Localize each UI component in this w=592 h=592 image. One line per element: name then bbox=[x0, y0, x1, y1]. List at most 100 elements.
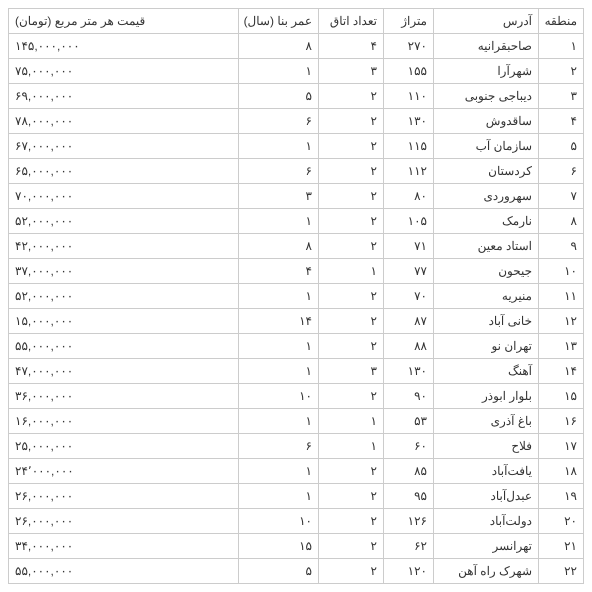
cell-region: ۲۲ bbox=[539, 559, 584, 584]
cell-address: شهرآرا bbox=[434, 59, 539, 84]
table-row: ۱۸یافت‌آباد۸۵۲۱۲۴٬۰۰۰,۰۰۰ bbox=[9, 459, 584, 484]
cell-rooms: ۱ bbox=[319, 409, 384, 434]
cell-area: ۱۳۰ bbox=[384, 359, 434, 384]
cell-price: ۲۵,۰۰۰,۰۰۰ bbox=[9, 434, 239, 459]
cell-address: استاد معین bbox=[434, 234, 539, 259]
cell-address: سازمان آب bbox=[434, 134, 539, 159]
table-row: ۱۶باغ آذری۵۳۱۱۱۶,۰۰۰,۰۰۰ bbox=[9, 409, 584, 434]
cell-price: ۲۶,۰۰۰,۰۰۰ bbox=[9, 509, 239, 534]
cell-age: ۱۴ bbox=[239, 309, 319, 334]
cell-region: ۱۵ bbox=[539, 384, 584, 409]
cell-region: ۴ bbox=[539, 109, 584, 134]
cell-price: ۵۲,۰۰۰,۰۰۰ bbox=[9, 209, 239, 234]
cell-rooms: ۲ bbox=[319, 109, 384, 134]
cell-address: تهرانسر bbox=[434, 534, 539, 559]
cell-region: ۱۳ bbox=[539, 334, 584, 359]
cell-area: ۷۱ bbox=[384, 234, 434, 259]
cell-age: ۸ bbox=[239, 234, 319, 259]
cell-rooms: ۲ bbox=[319, 234, 384, 259]
cell-price: ۲۴٬۰۰۰,۰۰۰ bbox=[9, 459, 239, 484]
cell-rooms: ۲ bbox=[319, 484, 384, 509]
cell-area: ۹۰ bbox=[384, 384, 434, 409]
cell-price: ۶۹,۰۰۰,۰۰۰ bbox=[9, 84, 239, 109]
table-row: ۱۴آهنگ۱۳۰۳۱۴۷,۰۰۰,۰۰۰ bbox=[9, 359, 584, 384]
cell-area: ۹۵ bbox=[384, 484, 434, 509]
cell-age: ۱ bbox=[239, 284, 319, 309]
table-row: ۶کردستان۱۱۲۲۶۶۵,۰۰۰,۰۰۰ bbox=[9, 159, 584, 184]
table-header: منطقه آدرس متراژ تعداد اتاق عمر بنا (سال… bbox=[9, 9, 584, 34]
table-row: ۳دیباجی جنوبی۱۱۰۲۵۶۹,۰۰۰,۰۰۰ bbox=[9, 84, 584, 109]
cell-rooms: ۲ bbox=[319, 559, 384, 584]
cell-age: ۱ bbox=[239, 484, 319, 509]
cell-region: ۱۴ bbox=[539, 359, 584, 384]
cell-rooms: ۳ bbox=[319, 359, 384, 384]
cell-price: ۱۶,۰۰۰,۰۰۰ bbox=[9, 409, 239, 434]
cell-age: ۵ bbox=[239, 559, 319, 584]
cell-region: ۸ bbox=[539, 209, 584, 234]
cell-region: ۲۱ bbox=[539, 534, 584, 559]
cell-price: ۲۶,۰۰۰,۰۰۰ bbox=[9, 484, 239, 509]
cell-region: ۱۹ bbox=[539, 484, 584, 509]
cell-age: ۱ bbox=[239, 359, 319, 384]
cell-price: ۳۷,۰۰۰,۰۰۰ bbox=[9, 259, 239, 284]
cell-age: ۱۵ bbox=[239, 534, 319, 559]
cell-area: ۸۵ bbox=[384, 459, 434, 484]
cell-price: ۵۵,۰۰۰,۰۰۰ bbox=[9, 334, 239, 359]
cell-region: ۷ bbox=[539, 184, 584, 209]
table-row: ۱۲خانی آباد۸۷۲۱۴۱۵,۰۰۰,۰۰۰ bbox=[9, 309, 584, 334]
cell-area: ۱۲۶ bbox=[384, 509, 434, 534]
cell-area: ۱۱۲ bbox=[384, 159, 434, 184]
table-row: ۲شهرآرا۱۵۵۳۱۷۵,۰۰۰,۰۰۰ bbox=[9, 59, 584, 84]
cell-age: ۵ bbox=[239, 84, 319, 109]
cell-age: ۱ bbox=[239, 209, 319, 234]
table-row: ۵سازمان آب۱۱۵۲۱۶۷,۰۰۰,۰۰۰ bbox=[9, 134, 584, 159]
cell-rooms: ۲ bbox=[319, 184, 384, 209]
cell-rooms: ۲ bbox=[319, 334, 384, 359]
header-rooms: تعداد اتاق bbox=[319, 9, 384, 34]
cell-region: ۱۲ bbox=[539, 309, 584, 334]
cell-address: شهرک راه آهن bbox=[434, 559, 539, 584]
cell-address: عبدل‌آباد bbox=[434, 484, 539, 509]
cell-price: ۵۲,۰۰۰,۰۰۰ bbox=[9, 284, 239, 309]
cell-rooms: ۲ bbox=[319, 309, 384, 334]
cell-age: ۱ bbox=[239, 334, 319, 359]
cell-age: ۱ bbox=[239, 409, 319, 434]
table-row: ۱۷فلاح۶۰۱۶۲۵,۰۰۰,۰۰۰ bbox=[9, 434, 584, 459]
cell-region: ۱۷ bbox=[539, 434, 584, 459]
cell-area: ۱۵۵ bbox=[384, 59, 434, 84]
header-row: منطقه آدرس متراژ تعداد اتاق عمر بنا (سال… bbox=[9, 9, 584, 34]
cell-rooms: ۲ bbox=[319, 134, 384, 159]
cell-address: آهنگ bbox=[434, 359, 539, 384]
table-row: ۱۵بلوار ابوذر۹۰۲۱۰۳۶,۰۰۰,۰۰۰ bbox=[9, 384, 584, 409]
cell-area: ۵۳ bbox=[384, 409, 434, 434]
table-row: ۹استاد معین۷۱۲۸۴۲,۰۰۰,۰۰۰ bbox=[9, 234, 584, 259]
table-row: ۱۱منیریه۷۰۲۱۵۲,۰۰۰,۰۰۰ bbox=[9, 284, 584, 309]
header-area: متراژ bbox=[384, 9, 434, 34]
cell-region: ۱۱ bbox=[539, 284, 584, 309]
table-body: ۱صاحبقرانیه۲۷۰۴۸۱۴۵,۰۰۰,۰۰۰۲شهرآرا۱۵۵۳۱۷… bbox=[9, 34, 584, 584]
cell-price: ۱۵,۰۰۰,۰۰۰ bbox=[9, 309, 239, 334]
cell-address: دیباجی جنوبی bbox=[434, 84, 539, 109]
cell-address: نارمک bbox=[434, 209, 539, 234]
table-row: ۲۱تهرانسر۶۲۲۱۵۳۴,۰۰۰,۰۰۰ bbox=[9, 534, 584, 559]
cell-address: یافت‌آباد bbox=[434, 459, 539, 484]
cell-area: ۸۷ bbox=[384, 309, 434, 334]
table-row: ۱۳تهران نو۸۸۲۱۵۵,۰۰۰,۰۰۰ bbox=[9, 334, 584, 359]
cell-address: دولت‌آباد bbox=[434, 509, 539, 534]
cell-region: ۹ bbox=[539, 234, 584, 259]
cell-rooms: ۲ bbox=[319, 159, 384, 184]
table-row: ۱صاحبقرانیه۲۷۰۴۸۱۴۵,۰۰۰,۰۰۰ bbox=[9, 34, 584, 59]
cell-region: ۲۰ bbox=[539, 509, 584, 534]
cell-area: ۱۳۰ bbox=[384, 109, 434, 134]
cell-age: ۱ bbox=[239, 459, 319, 484]
header-price: قیمت هر متر مربع (تومان) bbox=[9, 9, 239, 34]
cell-region: ۱ bbox=[539, 34, 584, 59]
cell-age: ۶ bbox=[239, 109, 319, 134]
cell-rooms: ۲ bbox=[319, 209, 384, 234]
cell-area: ۱۲۰ bbox=[384, 559, 434, 584]
cell-rooms: ۲ bbox=[319, 509, 384, 534]
cell-rooms: ۳ bbox=[319, 59, 384, 84]
cell-area: ۸۰ bbox=[384, 184, 434, 209]
cell-age: ۶ bbox=[239, 434, 319, 459]
cell-area: ۱۱۵ bbox=[384, 134, 434, 159]
